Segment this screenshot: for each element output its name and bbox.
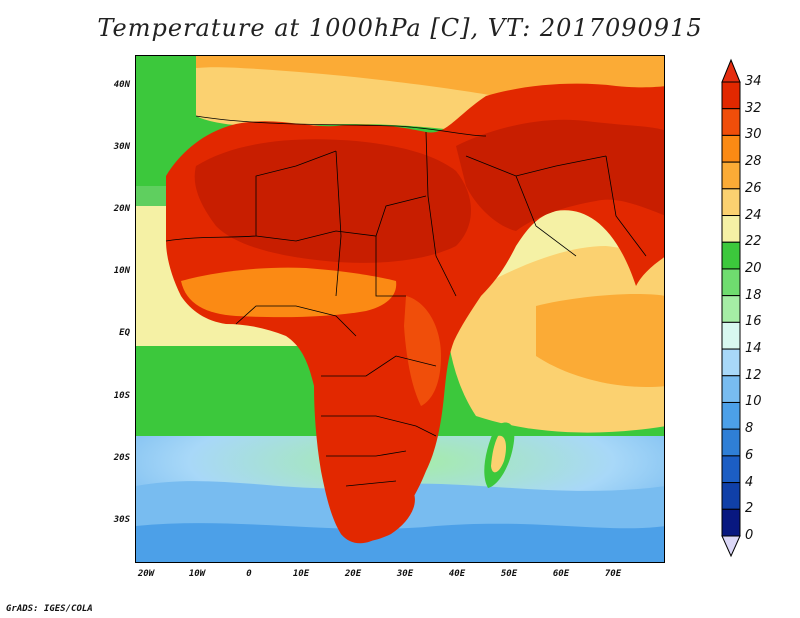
colorbar-segment (721, 188, 741, 217)
lat-label-20s: 20S (113, 453, 130, 463)
map-title: Temperature at 1000hPa [C], VT: 20170909… (97, 14, 703, 42)
colorbar-label: 28 (745, 154, 762, 170)
lat-label-30s: 30S (113, 515, 130, 525)
footer-credit: GrADS: IGES/COLA (6, 604, 93, 614)
colorbar-segment (721, 81, 741, 110)
colorbar-segments (721, 81, 741, 537)
colorbar-segment (721, 241, 741, 270)
madagascar-interior (491, 435, 506, 473)
colorbar-label: 10 (745, 394, 762, 410)
lon-label-20w: 20W (137, 569, 155, 579)
arabian-sea-warm (536, 294, 664, 387)
west-africa-cooler-band (181, 267, 397, 318)
temperature-field (136, 56, 664, 562)
colorbar-label: 2 (745, 501, 754, 517)
colorbar-segment (721, 455, 741, 484)
colorbar-label: 22 (745, 234, 762, 250)
lat-label-10n: 10N (113, 266, 130, 276)
colorbar-segment (721, 482, 741, 510)
colorbar-label: 12 (745, 367, 762, 383)
colorbar-segment (721, 321, 741, 350)
colorbar-segment (721, 508, 741, 537)
colorbar-segment (721, 134, 741, 163)
lon-label-30e: 30E (396, 569, 414, 579)
colorbar-segment (721, 295, 741, 323)
colorbar-segment (721, 401, 741, 430)
lon-label-10w: 10W (188, 569, 206, 579)
colorbar-top-arrow (721, 58, 741, 83)
southern-africa-coast (336, 488, 415, 542)
southern-coldest-band (136, 523, 664, 562)
colorbar-segment (721, 268, 741, 297)
sahara-hot-core (194, 139, 471, 263)
colorbar-segment (721, 428, 741, 457)
colorbar-label: 24 (745, 207, 762, 223)
colorbar-label: 14 (745, 341, 762, 357)
colorbar-segment (721, 108, 741, 136)
lat-label-20n: 20N (113, 204, 130, 214)
colorbar-label: 8 (745, 421, 754, 437)
colorbar-label: 18 (745, 287, 762, 303)
colorbar (721, 58, 741, 558)
colorbar-label: 20 (745, 260, 762, 276)
east-africa-highlands (404, 296, 441, 406)
lon-label-0: 0 (246, 569, 252, 579)
lon-label-40e: 40E (448, 569, 466, 579)
lat-label-10s: 10S (113, 391, 130, 401)
lon-label-50e: 50E (500, 569, 518, 579)
lat-label-eq: EQ (119, 328, 130, 338)
lon-label-70e: 70E (604, 569, 622, 579)
lat-label-40n: 40N (113, 80, 130, 90)
colorbar-segment (721, 348, 741, 377)
temperature-map (135, 55, 665, 563)
lon-label-20e: 20E (344, 569, 362, 579)
colorbar-label: 4 (745, 474, 754, 490)
colorbar-label: 34 (745, 74, 762, 89)
colorbar-label: 0 (745, 528, 754, 543)
country-borders (165, 115, 647, 487)
colorbar-label: 26 (745, 180, 762, 196)
colorbar-segment (721, 215, 741, 243)
colorbar-label: 30 (745, 127, 762, 143)
colorbar-label: 16 (745, 314, 762, 330)
arabia-hot-core (456, 119, 664, 231)
colorbar-label: 6 (745, 447, 754, 463)
lon-label-10e: 10E (292, 569, 310, 579)
colorbar-segment (721, 375, 741, 403)
colorbar-bottom-arrow (721, 535, 741, 558)
lon-label-60e: 60E (552, 569, 570, 579)
colorbar-segment (721, 161, 741, 190)
lat-label-30n: 30N (113, 142, 130, 152)
colorbar-label: 32 (745, 100, 762, 116)
